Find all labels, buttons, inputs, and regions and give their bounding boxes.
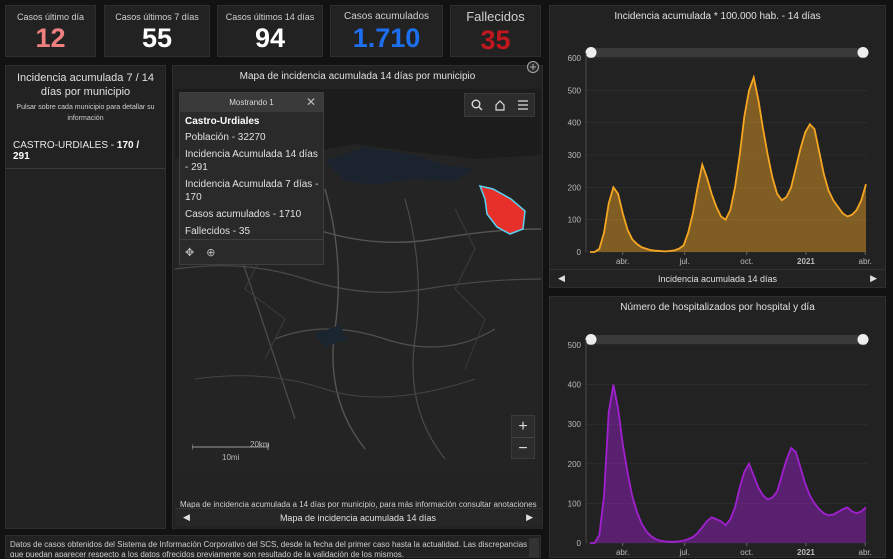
- y-tick-label: 100: [568, 216, 582, 225]
- series-line: [590, 74, 867, 253]
- chart-nav-bar: ◀ Incidencia acumulada 14 días ▶: [550, 269, 885, 287]
- popup-field: Incidencia Acumulada 14 días - 291: [185, 149, 318, 173]
- x-tick-label: abr.: [616, 257, 629, 266]
- y-tick-label: 400: [568, 119, 582, 128]
- list-subtitle: Pulsar sobre cada municipio para detalla…: [16, 104, 155, 122]
- map-title: Mapa de incidencia acumulada 14 días por…: [239, 71, 476, 82]
- popup-header: Mostrando 1 ✕: [180, 93, 323, 112]
- kpi-casos-acumulados: Casos acumulados 1.710: [330, 5, 443, 57]
- y-tick-label: 300: [568, 151, 582, 160]
- y-tick-label: 100: [568, 499, 582, 508]
- y-tick-label: 400: [568, 381, 582, 390]
- y-tick-label: 300: [568, 420, 582, 429]
- kpi-label: Casos acumulados: [343, 11, 430, 22]
- scale-km: 20km: [250, 440, 270, 449]
- kpi-casos-7-dias: Casos últimos 7 días 55: [104, 5, 210, 57]
- next-arrow-icon[interactable]: ▶: [526, 512, 533, 522]
- zoom-controls: + −: [511, 415, 535, 459]
- kpi-casos-14-dias: Casos últimos 14 días 94: [217, 5, 323, 57]
- list-item-name: CASTRO-URDIALES -: [13, 140, 117, 151]
- kpi-label: Casos últimos 7 días: [115, 12, 199, 22]
- list-icon[interactable]: [511, 94, 534, 116]
- chart-title: Número de hospitalizados por hospital y …: [620, 302, 815, 313]
- x-tick-label: abr.: [859, 548, 872, 557]
- prev-arrow-icon[interactable]: ◀: [183, 512, 190, 522]
- kpi-label: Casos último día: [16, 12, 85, 22]
- y-tick-label: 200: [568, 460, 582, 469]
- range-slider: [591, 335, 863, 344]
- slider-handle-right: [857, 334, 869, 345]
- scrollbar[interactable]: [529, 538, 539, 557]
- kpi-value: 55: [141, 23, 173, 53]
- series-area: [590, 77, 866, 253]
- kpi-value: 35: [480, 25, 511, 55]
- popup-count: Mostrando 1: [229, 98, 274, 107]
- hospitalized-chart-panel: 0 100 200 300 400 500 abr. jul. oct. 2021 abr. Núm…: [549, 296, 886, 558]
- map-nav-label: Mapa de incidencia acumulada 14 días: [279, 512, 437, 523]
- x-tick-label: 2021: [797, 548, 815, 557]
- popup-field: Incidencia Acumulada 7 días - 170: [185, 179, 319, 203]
- popup-actions: ✥ ⊕: [180, 239, 323, 264]
- x-tick-label: abr.: [859, 257, 872, 266]
- list-item-value: 170 / 291: [13, 140, 140, 162]
- prev-arrow-icon[interactable]: ◀: [558, 273, 565, 283]
- y-tick-label: 600: [568, 54, 582, 63]
- feature-popup: Mostrando 1 ✕ Castro-Urdiales Población -…: [179, 92, 324, 265]
- x-tick-label: abr.: [616, 548, 629, 557]
- slider-handle-left: [585, 47, 597, 58]
- data-source-note: Datos de casos obtenidos del Sistema de …: [5, 535, 541, 558]
- kpi-value: 94: [254, 23, 286, 53]
- kpi-label: Casos últimos 14 días: [225, 12, 315, 22]
- map-toolbar: [464, 93, 535, 117]
- home-icon[interactable]: [488, 94, 511, 116]
- y-tick-label: 200: [568, 183, 582, 192]
- kpi-value: 12: [35, 23, 66, 53]
- popup-field: Fallecidos - 35: [185, 226, 251, 237]
- slider-handle-right: [857, 47, 869, 58]
- x-tick-label: oct.: [740, 257, 753, 266]
- next-arrow-icon[interactable]: ▶: [870, 273, 877, 283]
- zoom-to-icon[interactable]: ⊕: [206, 246, 216, 259]
- list-item[interactable]: CASTRO-URDIALES - 170 / 291: [6, 136, 165, 169]
- kpi-casos-ultimo-dia: Casos último día 12: [5, 5, 96, 57]
- y-tick-label: 500: [568, 341, 582, 350]
- x-tick-label: jul.: [679, 257, 690, 266]
- y-tick-label: 0: [577, 539, 582, 548]
- pan-icon[interactable]: ✥: [185, 246, 195, 259]
- popup-title: Castro-Urdiales: [185, 116, 260, 127]
- x-tick-label: oct.: [740, 548, 753, 557]
- popup-field: Población - 32270: [185, 132, 266, 143]
- map-nav-bar: ◀ Mapa de incidencia acumulada 14 días ▶: [175, 508, 541, 526]
- list-title: Incidencia acumulada 7 / 14 días por mun…: [17, 72, 154, 98]
- series-line: [590, 384, 867, 544]
- range-slider: [591, 48, 863, 57]
- chart-title: Incidencia acumulada * 100.000 hab. - 14…: [614, 11, 821, 22]
- highlighted-municipality[interactable]: [478, 184, 526, 235]
- slider-handle-left: [585, 334, 597, 345]
- close-icon[interactable]: ✕: [305, 95, 316, 109]
- incidence-chart[interactable]: 0 100 200 300 400 500 600 abr. jul. oct. 2021 abr.: [550, 6, 887, 289]
- x-tick-label: 2021: [797, 257, 815, 266]
- kpi-value: 1.710: [352, 23, 421, 53]
- expand-icon[interactable]: [526, 60, 540, 74]
- kpi-label: Fallecidos: [466, 9, 525, 24]
- zoom-out-button[interactable]: −: [512, 437, 534, 458]
- search-icon[interactable]: [465, 94, 488, 116]
- kpi-fallecidos: Fallecidos 35: [450, 5, 541, 57]
- map-panel: Mapa de incidencia acumulada 14 días por…: [172, 61, 543, 529]
- incidence-chart-panel: 0 100 200 300 400 500 600 abr. jul. oct. 2021 abr. …: [549, 5, 886, 288]
- chart-nav-label: Incidencia acumulada 14 días: [657, 273, 778, 284]
- scale-bar: 20km 10mi: [192, 440, 272, 462]
- series-area: [590, 384, 866, 543]
- note-text: Datos de casos obtenidos del Sistema de …: [10, 540, 528, 558]
- zoom-in-button[interactable]: +: [518, 418, 528, 435]
- y-tick-label: 500: [568, 86, 582, 95]
- popup-field: Casos acumulados - 1710: [185, 209, 302, 220]
- x-tick-label: jul.: [679, 548, 690, 557]
- map-canvas[interactable]: Mostrando 1 ✕ Castro-Urdiales Población -…: [175, 89, 541, 529]
- municipality-list-panel: Incidencia acumulada 7 / 14 días por mun…: [5, 65, 166, 529]
- y-tick-label: 0: [577, 248, 582, 257]
- hospitalized-chart[interactable]: 0 100 200 300 400 500 abr. jul. oct. 2021 abr.: [550, 297, 887, 559]
- scale-mi: 10mi: [222, 453, 240, 462]
